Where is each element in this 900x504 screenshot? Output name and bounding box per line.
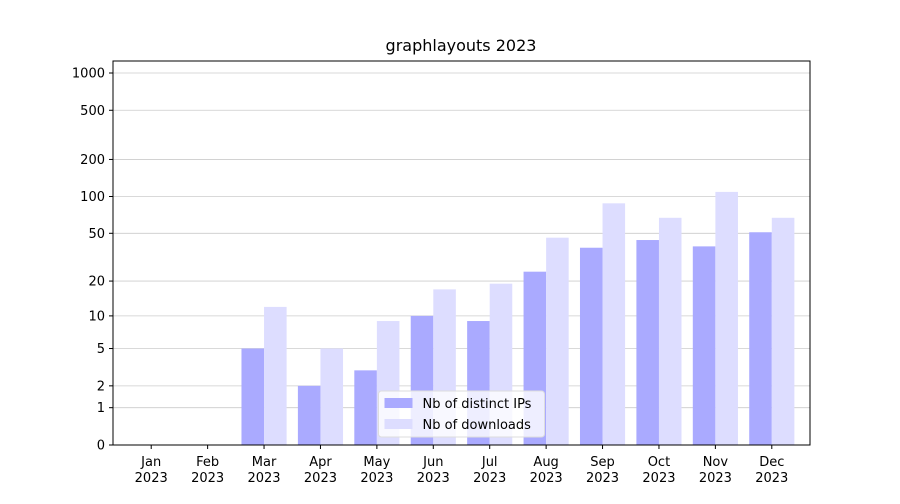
y-tick-label: 20 [88, 275, 105, 290]
x-tick-label: Sep [590, 455, 615, 470]
bar [354, 370, 377, 445]
x-tick-label: Jul [481, 455, 498, 470]
x-tick-label: Feb [196, 455, 219, 470]
x-tick-label: Nov [703, 455, 729, 470]
x-tick-label: 2023 [642, 471, 675, 486]
bar [264, 306, 287, 445]
y-tick-label: 50 [88, 227, 105, 242]
bar [636, 240, 659, 445]
y-tick-label: 1000 [72, 67, 105, 82]
y-tick-label: 200 [80, 153, 105, 168]
bar [602, 203, 626, 445]
bar [771, 217, 795, 445]
x-tick-label: Apr [309, 455, 332, 470]
y-tick-label: 1 [97, 401, 105, 416]
bar [320, 348, 344, 445]
plot-frame [112, 60, 811, 446]
legend-label: Nb of distinct IPs [423, 397, 532, 412]
y-tick-label: 5 [97, 342, 105, 357]
bar [692, 246, 716, 445]
x-tick-label: 2023 [586, 471, 619, 486]
x-tick-label: 2023 [191, 471, 224, 486]
x-tick-label: Mar [252, 455, 277, 470]
bar [749, 232, 772, 445]
y-tick-label: 100 [80, 190, 105, 205]
chart-title: graphlayouts 2023 [386, 36, 537, 55]
bar [715, 191, 738, 445]
legend-swatch [384, 398, 413, 408]
bar [297, 385, 321, 445]
x-tick-label: Jun [422, 455, 443, 470]
bar [658, 217, 682, 445]
x-tick-label: 2023 [304, 471, 337, 486]
x-tick-label: Aug [533, 455, 558, 470]
y-tick-label: 500 [80, 104, 105, 119]
x-tick-label: 2023 [247, 471, 280, 486]
x-tick-label: 2023 [755, 471, 788, 486]
bar [546, 237, 569, 445]
x-tick-label: May [363, 455, 390, 470]
x-tick-label: 2023 [473, 471, 506, 486]
x-tick-label: Jan [140, 455, 161, 470]
legend: Nb of distinct IPs Nb of downloads [378, 390, 545, 438]
x-tick-label: 2023 [360, 471, 393, 486]
x-tick-label: Dec [759, 455, 784, 470]
x-tick-label: 2023 [699, 471, 732, 486]
bar [579, 247, 603, 445]
legend-label: Nb of downloads [423, 418, 532, 433]
x-tick-label: Oct [648, 455, 670, 470]
y-tick-label: 0 [97, 439, 105, 454]
legend-swatch [384, 419, 413, 429]
y-tick-label: 10 [88, 309, 105, 324]
legend-box [378, 390, 545, 438]
x-tick-label: 2023 [135, 471, 168, 486]
x-tick-label: 2023 [530, 471, 563, 486]
bar [241, 348, 265, 445]
y-tick-label: 2 [97, 379, 105, 394]
x-tick-label: 2023 [417, 471, 450, 486]
